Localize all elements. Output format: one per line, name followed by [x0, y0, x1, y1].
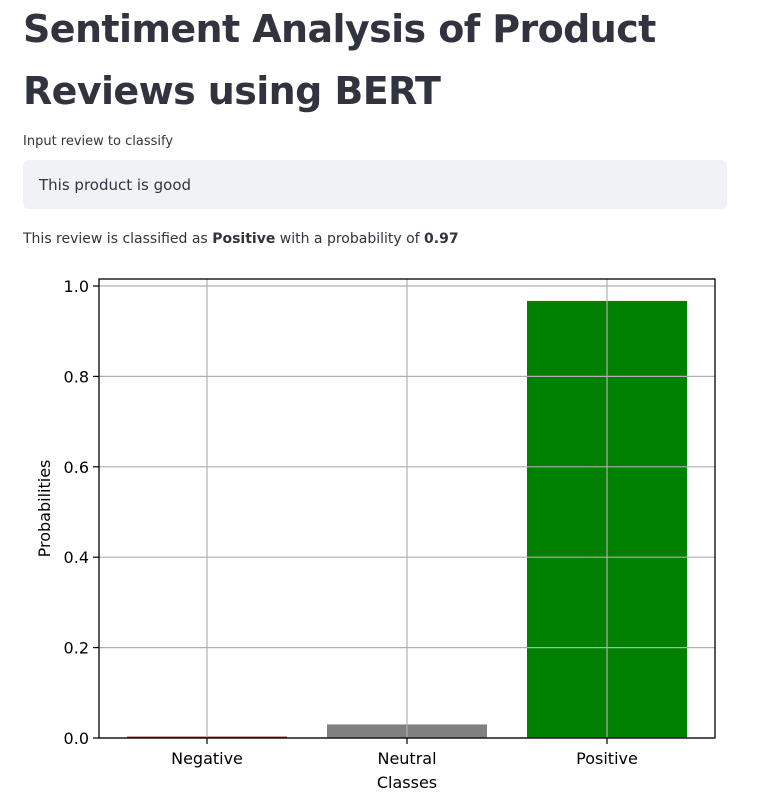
chart-x-ticks: Negative Neutral Positive [171, 738, 638, 768]
y-tick-label: 0.8 [64, 367, 89, 386]
y-tick-label: 0.0 [64, 729, 89, 748]
result-label: Positive [212, 231, 276, 247]
classification-result: This review is classified as Positive wi… [23, 229, 459, 249]
y-tick-label: 0.6 [64, 458, 89, 477]
review-input[interactable] [23, 160, 727, 209]
chart-y-axis-label: Probabilities [35, 460, 54, 558]
x-tick-label: Neutral [377, 749, 436, 768]
y-tick-label: 1.0 [64, 277, 89, 296]
review-input-label: Input review to classify [23, 134, 174, 149]
result-middle: with a probability of [279, 231, 420, 247]
page-title: Sentiment Analysis of Product Reviews us… [23, 7, 656, 113]
y-tick-label: 0.2 [64, 639, 89, 658]
chart-y-ticks: 0.0 0.2 0.4 0.6 0.8 1.0 [64, 277, 99, 748]
y-tick-label: 0.4 [64, 548, 89, 567]
result-probability: 0.97 [424, 231, 459, 247]
x-tick-label: Positive [576, 749, 638, 768]
x-tick-label: Negative [171, 749, 243, 768]
probability-bar-chart: 0.0 0.2 0.4 0.6 0.8 1.0 Negative Neutral Positi… [35, 277, 716, 792]
chart-x-axis-label: Classes [377, 773, 437, 792]
result-prefix: This review is classified as [23, 231, 208, 247]
